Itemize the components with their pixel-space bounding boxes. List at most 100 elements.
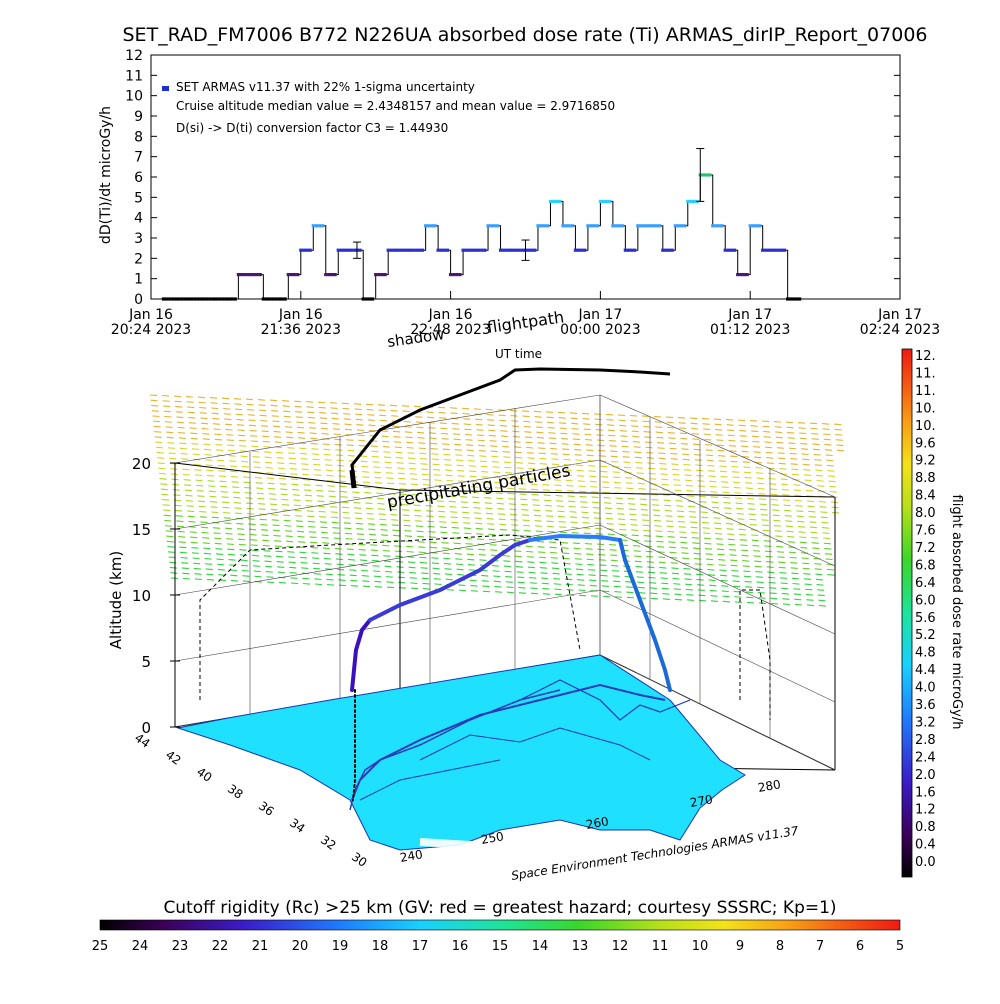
particle-dash bbox=[669, 447, 677, 450]
particle-dash bbox=[642, 420, 650, 423]
particle-dash bbox=[641, 514, 649, 516]
particle-dash bbox=[446, 485, 455, 487]
particle-dash bbox=[728, 549, 737, 551]
particle-dash bbox=[825, 454, 833, 457]
particle-dash bbox=[329, 402, 338, 404]
particle-dash bbox=[798, 531, 806, 533]
particle-dash bbox=[311, 448, 319, 450]
particle-dash bbox=[666, 421, 674, 424]
particle-dash bbox=[239, 445, 247, 447]
particle-dash bbox=[697, 584, 705, 586]
particle-dash bbox=[628, 508, 636, 511]
particle-dash bbox=[710, 595, 718, 597]
particle-dash bbox=[331, 417, 339, 420]
particle-dash bbox=[546, 416, 554, 419]
particle-dash bbox=[264, 560, 272, 563]
particle-dash bbox=[763, 540, 771, 542]
particle-dash bbox=[373, 570, 381, 573]
particle-dash bbox=[215, 444, 223, 446]
data-point bbox=[639, 224, 643, 228]
particle-dash bbox=[574, 552, 582, 555]
particle-dash bbox=[757, 591, 765, 594]
particle-dash bbox=[823, 438, 831, 441]
particle-dash bbox=[677, 515, 685, 518]
particle-dash bbox=[575, 568, 584, 571]
data-point bbox=[489, 224, 493, 228]
particle-dash bbox=[634, 456, 642, 459]
particle-dash bbox=[451, 521, 459, 524]
particle-dash bbox=[331, 521, 339, 524]
particle-dash bbox=[319, 412, 327, 414]
particle-dash bbox=[501, 440, 509, 443]
particle-dash bbox=[689, 417, 698, 420]
particle-dash bbox=[797, 421, 806, 424]
particle-dash bbox=[327, 485, 335, 487]
particle-dash bbox=[410, 483, 419, 486]
particle-dash bbox=[441, 542, 449, 544]
particle-dash bbox=[796, 510, 804, 513]
data-point bbox=[555, 199, 559, 203]
particle-dash bbox=[205, 563, 213, 565]
particle-dash bbox=[782, 603, 791, 606]
particle-dash bbox=[801, 557, 809, 560]
particle-dash bbox=[286, 436, 294, 439]
particle-dash bbox=[442, 547, 450, 549]
particle-dash bbox=[420, 567, 428, 569]
particle-dash bbox=[515, 462, 524, 464]
particle-dash bbox=[185, 494, 193, 497]
particle-dash bbox=[206, 474, 215, 477]
particle-dash bbox=[469, 470, 477, 473]
particle-dash bbox=[185, 395, 194, 398]
particle-dash bbox=[582, 522, 590, 524]
particle-dash bbox=[744, 476, 752, 479]
particle-dash bbox=[694, 563, 702, 565]
particle-dash bbox=[187, 515, 195, 518]
particle-dash bbox=[745, 487, 753, 490]
particle-dash bbox=[252, 560, 260, 562]
particle-dash bbox=[764, 446, 773, 449]
particle-dash bbox=[613, 580, 621, 583]
particle-dash bbox=[751, 539, 759, 542]
particle-dash bbox=[165, 530, 173, 533]
particle-dash bbox=[583, 428, 591, 431]
particle-dash bbox=[767, 472, 776, 475]
ground-flightpath bbox=[351, 683, 666, 801]
colorbar-tick-label: 6.4 bbox=[915, 576, 936, 591]
particle-dash bbox=[529, 478, 537, 480]
colorbar-tick-label: 6.8 bbox=[915, 558, 936, 573]
particle-dash bbox=[802, 567, 810, 570]
particle-dash bbox=[709, 584, 717, 587]
particle-dash bbox=[569, 412, 578, 414]
particle-dash bbox=[415, 421, 423, 424]
particle-dash bbox=[686, 599, 695, 601]
particle-dash bbox=[230, 579, 239, 582]
precipitating-particles-field bbox=[149, 394, 845, 607]
particle-dash bbox=[191, 443, 199, 445]
particle-dash bbox=[816, 583, 824, 586]
particle-dash bbox=[554, 593, 563, 596]
particle-dash bbox=[659, 462, 667, 465]
particle-dash bbox=[301, 567, 309, 569]
particle-dash bbox=[391, 415, 399, 417]
particle-dash bbox=[184, 489, 192, 492]
particle-dash bbox=[310, 541, 318, 544]
particle-dash bbox=[478, 444, 486, 447]
particle-dash bbox=[538, 556, 546, 559]
particle-dash bbox=[804, 583, 812, 586]
particle-dash bbox=[719, 574, 728, 577]
particle-dash bbox=[371, 455, 380, 458]
particle-dash bbox=[440, 531, 448, 534]
particle-dash bbox=[283, 514, 291, 517]
particle-dash bbox=[481, 580, 489, 582]
particle-dash bbox=[211, 516, 219, 519]
particle-dash bbox=[295, 520, 303, 522]
data-point bbox=[311, 224, 315, 228]
particle-dash bbox=[362, 476, 370, 478]
particle-dash bbox=[775, 436, 783, 439]
particle-dash bbox=[496, 502, 504, 505]
particle-dash bbox=[476, 429, 484, 431]
particle-dash bbox=[711, 501, 719, 504]
particle-dash bbox=[296, 426, 305, 429]
particle-dash bbox=[574, 454, 582, 456]
particle-dash bbox=[717, 449, 725, 452]
